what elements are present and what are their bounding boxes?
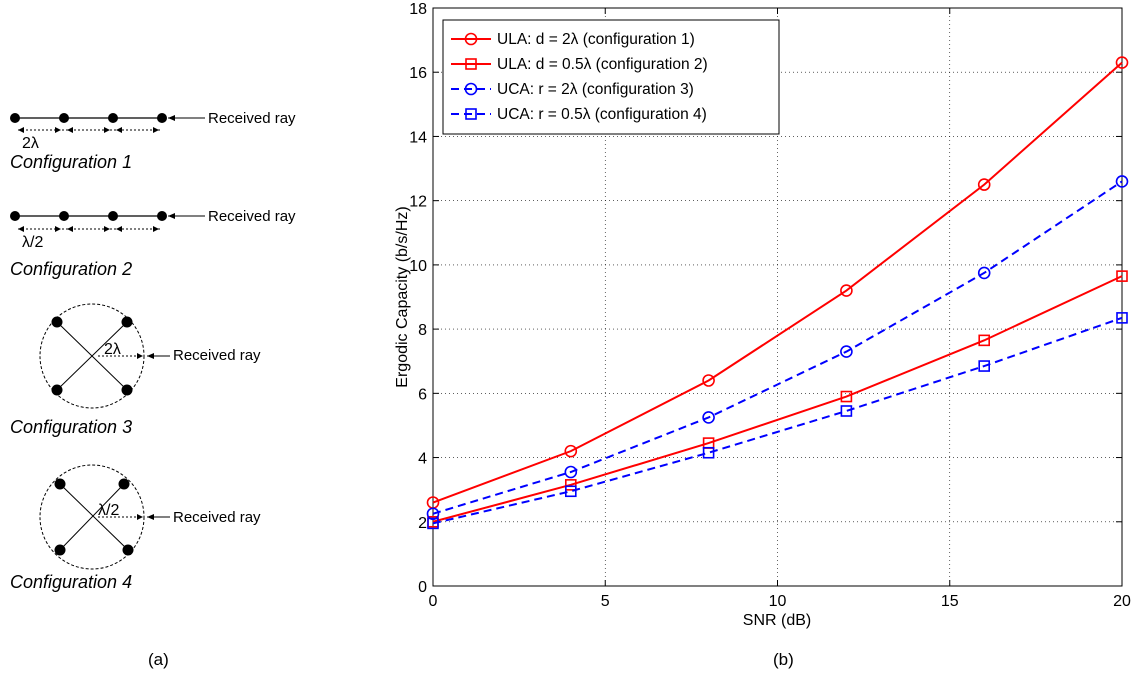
series-line bbox=[432, 61, 1123, 504]
panel-a-caption: (a) bbox=[148, 650, 169, 669]
data-point bbox=[1115, 56, 1129, 69]
spacing-label: 2λ bbox=[22, 135, 39, 152]
y-tick-label: 14 bbox=[409, 129, 427, 146]
y-tick-label: 0 bbox=[418, 579, 427, 596]
y-tick-label: 12 bbox=[409, 194, 427, 211]
data-point bbox=[564, 465, 578, 479]
antenna-element bbox=[108, 211, 118, 221]
antenna-element bbox=[10, 113, 20, 123]
configuration-label: Configuration 2 bbox=[10, 259, 132, 279]
x-tick-label: 15 bbox=[941, 593, 959, 610]
antenna-element bbox=[157, 113, 167, 123]
legend: ULA: d = 2λ (configuration 1) ULA: d = 0.… bbox=[442, 19, 780, 135]
series bbox=[426, 56, 1129, 530]
legend-entry: UCA: r = 2λ (configuration 3) bbox=[451, 81, 694, 98]
x-tick-label: 20 bbox=[1113, 593, 1131, 610]
series-line bbox=[432, 275, 1123, 523]
y-tick-label: 16 bbox=[409, 65, 427, 82]
x-tick-label: 5 bbox=[601, 593, 610, 610]
received-ray-label: Received ray bbox=[173, 347, 261, 364]
data-point bbox=[840, 284, 853, 297]
y-tick-label: 6 bbox=[418, 386, 427, 403]
series-line bbox=[432, 316, 1123, 525]
antenna-element bbox=[121, 316, 133, 328]
configuration-1: Received ray 2λ Configuration 1 bbox=[10, 110, 296, 172]
series-1 bbox=[426, 56, 1129, 509]
x-tick-label: 0 bbox=[429, 593, 438, 610]
radius-label: λ/2 bbox=[98, 502, 119, 519]
legend-box bbox=[442, 19, 780, 135]
radius-label: 2λ bbox=[104, 341, 121, 358]
data-point bbox=[1116, 270, 1128, 282]
data-point bbox=[978, 360, 991, 372]
antenna-element bbox=[51, 384, 63, 396]
legend-label: UCA: r = 0.5λ (configuration 4) bbox=[497, 106, 707, 123]
antenna-element bbox=[121, 384, 133, 396]
antenna-element bbox=[108, 113, 118, 123]
data-point bbox=[565, 479, 577, 491]
data-point bbox=[702, 411, 715, 424]
configuration-label: Configuration 1 bbox=[10, 152, 132, 172]
data-point bbox=[427, 517, 439, 530]
series-4 bbox=[427, 312, 1128, 530]
panel-b-caption: (b) bbox=[773, 650, 794, 669]
axis-ticks: 0 5 10 15 20 0 2 4 6 8 10 12 14 16 18 bbox=[409, 1, 1131, 610]
configuration-2: Received ray λ/2 Configuration 2 bbox=[10, 208, 296, 279]
antenna-element bbox=[157, 211, 167, 221]
received-ray-label: Received ray bbox=[208, 208, 296, 225]
received-ray-label: Received ray bbox=[208, 110, 296, 127]
data-point bbox=[840, 345, 853, 358]
y-tick-label: 2 bbox=[418, 515, 427, 532]
legend-marker bbox=[465, 108, 477, 120]
legend-marker bbox=[464, 82, 478, 96]
y-tick-label: 18 bbox=[409, 1, 427, 18]
antenna-element bbox=[59, 211, 69, 221]
y-tick-label: 4 bbox=[418, 451, 427, 468]
x-tick-label: 10 bbox=[769, 593, 787, 610]
y-tick-label: 10 bbox=[409, 258, 427, 275]
legend-marker bbox=[465, 58, 477, 70]
series-line bbox=[432, 180, 1123, 515]
legend-marker bbox=[464, 32, 478, 46]
data-point bbox=[977, 178, 991, 191]
legend-label: ULA: d = 0.5λ (configuration 2) bbox=[497, 56, 708, 73]
data-point bbox=[840, 405, 853, 417]
data-point bbox=[840, 390, 853, 403]
configuration-label: Configuration 4 bbox=[10, 572, 132, 592]
antenna-element bbox=[122, 544, 134, 556]
antenna-element bbox=[51, 316, 63, 328]
configuration-4: Received ray λ/2 Configuration 4 bbox=[10, 464, 261, 592]
legend-entry: UCA: r = 0.5λ (configuration 4) bbox=[451, 106, 707, 123]
received-ray-label: Received ray bbox=[173, 509, 261, 526]
series-3 bbox=[426, 175, 1129, 521]
legend-label: ULA: d = 2λ (configuration 1) bbox=[497, 31, 695, 48]
antenna-element bbox=[54, 478, 66, 490]
x-axis-label: SNR (dB) bbox=[743, 612, 811, 629]
data-point bbox=[426, 507, 440, 521]
antenna-element bbox=[54, 544, 66, 556]
legend-entry: ULA: d = 0.5λ (configuration 2) bbox=[451, 56, 708, 73]
capacity-chart: 0 5 10 15 20 0 2 4 6 8 10 12 14 16 18 ULA: d = 2λ (con… bbox=[394, 1, 1131, 669]
data-point bbox=[978, 334, 991, 347]
configuration-label: Configuration 3 bbox=[10, 417, 132, 437]
configuration-3: Received ray 2λ Configuration 3 bbox=[10, 303, 261, 437]
data-point bbox=[564, 444, 578, 458]
spacing-label: λ/2 bbox=[22, 234, 43, 251]
data-point bbox=[702, 446, 715, 459]
y-axis-label: Ergodic Capacity (b/s/Hz) bbox=[394, 206, 411, 387]
data-point bbox=[977, 266, 991, 280]
data-point bbox=[1116, 312, 1128, 324]
legend-label: UCA: r = 2λ (configuration 3) bbox=[497, 81, 694, 98]
antenna-element bbox=[10, 211, 20, 221]
configuration-diagram: Received ray 2λ Configuration 1 Received… bbox=[10, 110, 296, 669]
data-point bbox=[565, 485, 577, 498]
antenna-element bbox=[59, 113, 69, 123]
data-point bbox=[1115, 175, 1129, 188]
data-point bbox=[702, 374, 715, 387]
legend-entry: ULA: d = 2λ (configuration 1) bbox=[451, 31, 695, 48]
y-tick-label: 8 bbox=[418, 322, 427, 339]
antenna-element bbox=[118, 478, 130, 490]
